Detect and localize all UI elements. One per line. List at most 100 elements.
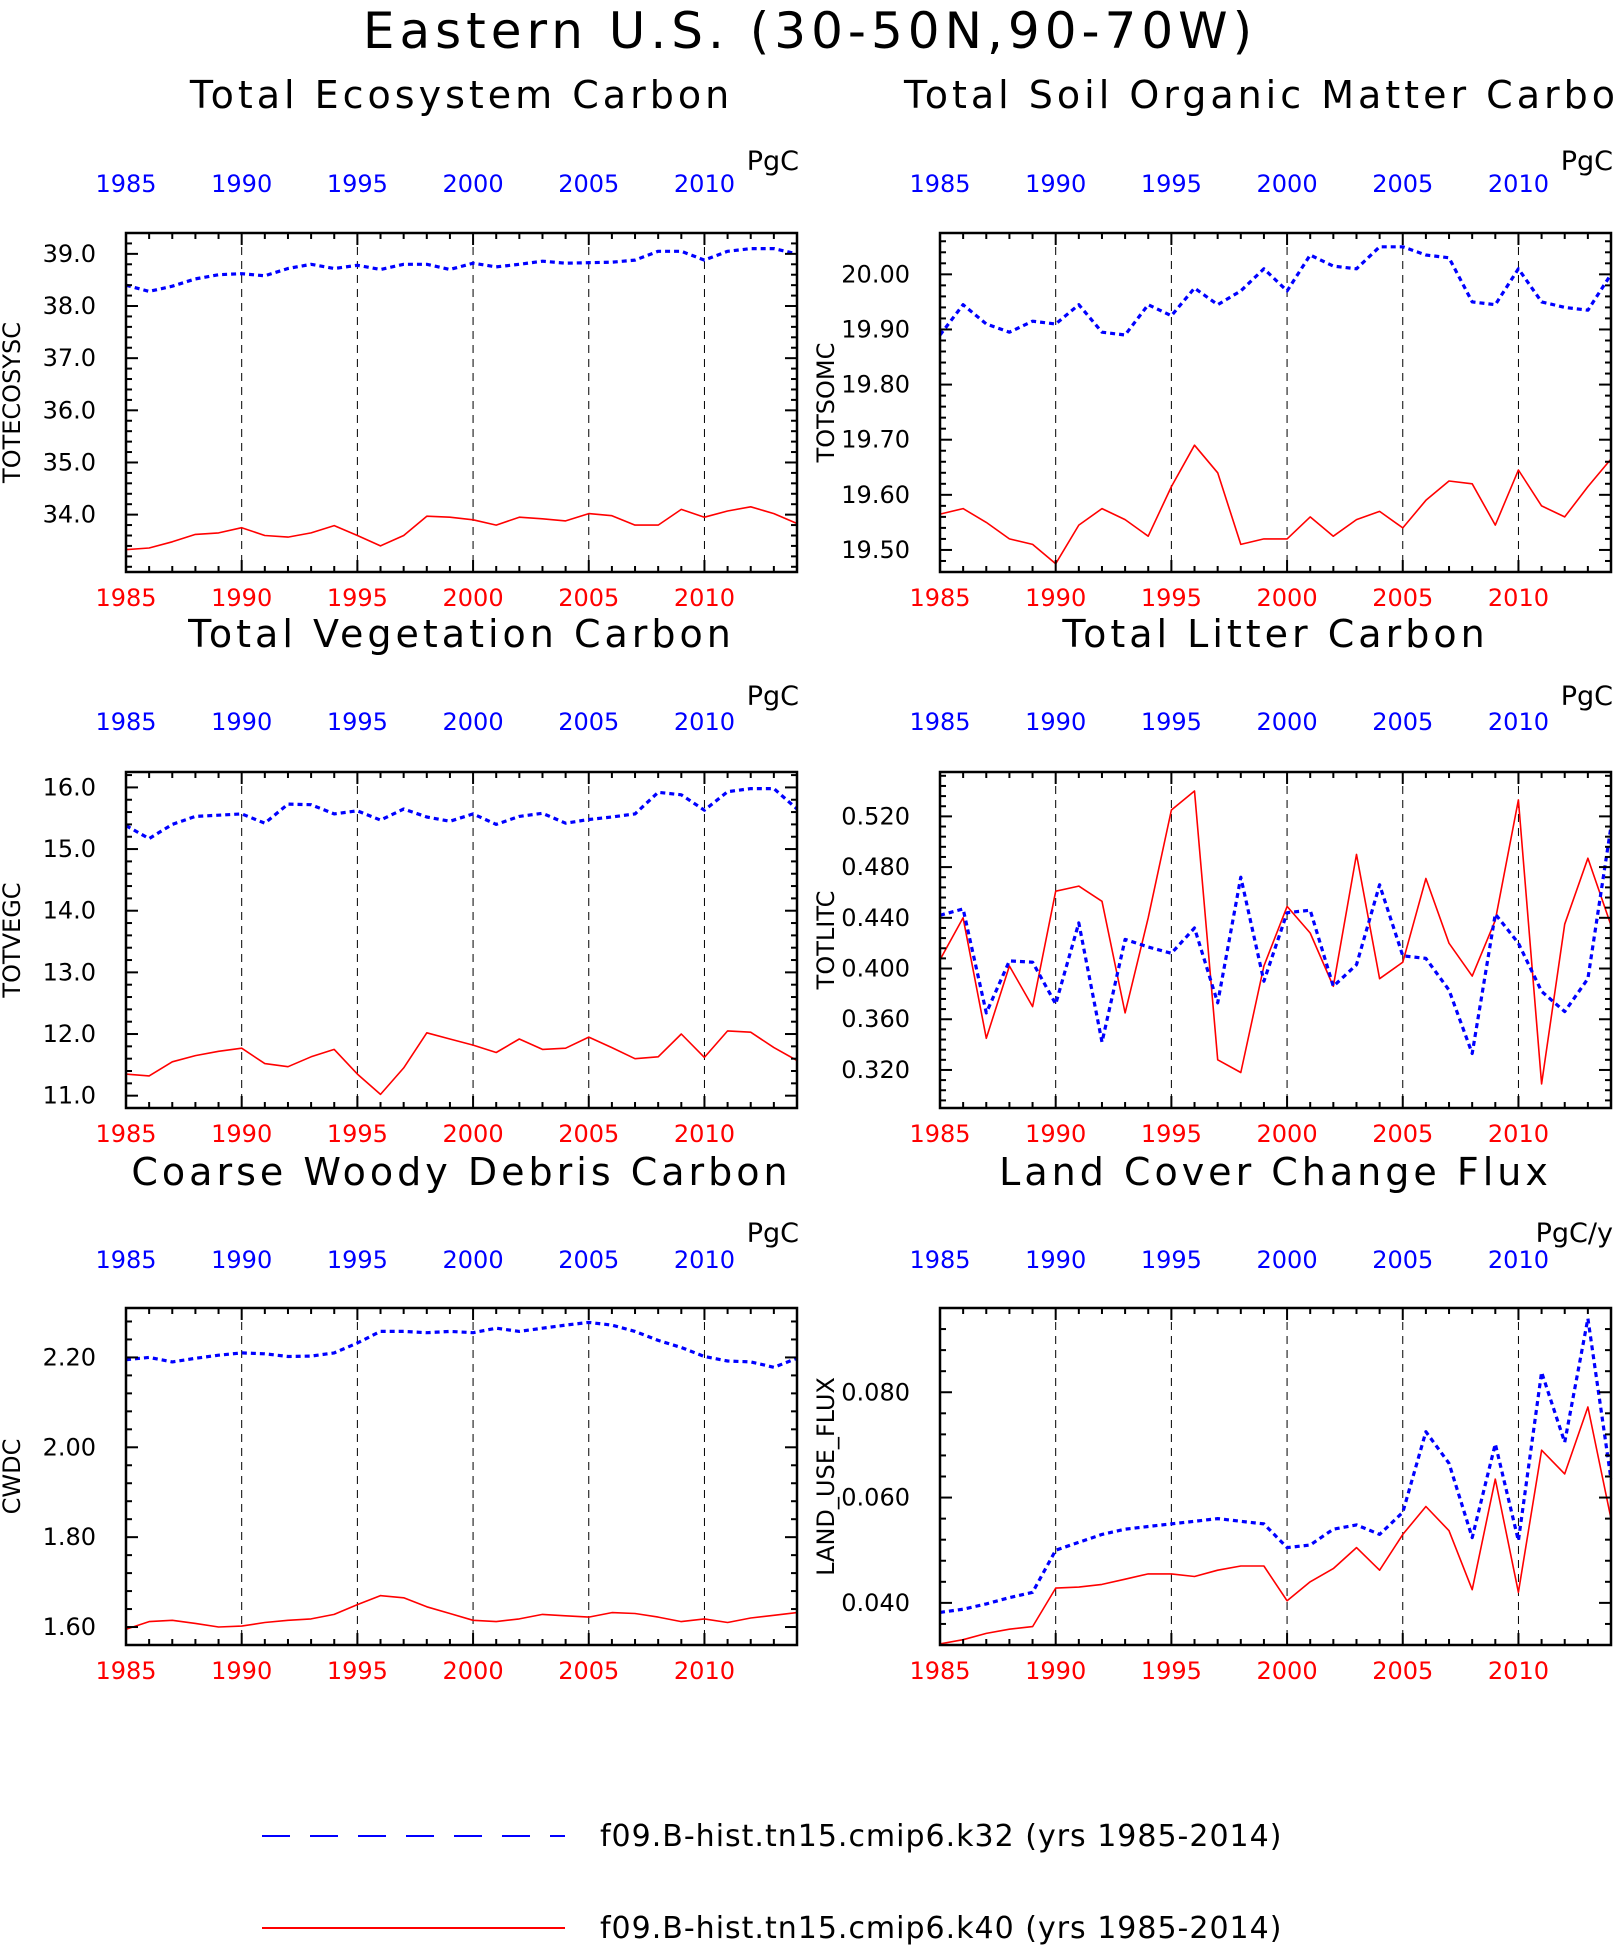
x-tick-label-top: 1985 [95, 170, 156, 198]
y-tick-label: 20.00 [841, 260, 910, 288]
x-tick-label-bottom: 1990 [1025, 1120, 1086, 1148]
y-tick-label: 13.0 [43, 958, 96, 986]
plot-frame [124, 1306, 799, 1647]
panel-2: Total Vegetation Carbon PgC 1985 1985 1990 19… [0, 612, 799, 1148]
panel-0: Total Ecosystem Carbon PgC 1985 1985 1990 199… [0, 73, 799, 612]
series-line-k40 [939, 444, 1612, 565]
x-tick-label-bottom: 2010 [1488, 1657, 1549, 1685]
x-tick-label-top: 2010 [1488, 1246, 1549, 1274]
x-tick-label-top: 2000 [443, 708, 504, 736]
panels-container: Total Ecosystem Carbon PgC 1985 1985 1990 199… [0, 73, 1619, 1685]
legend-label-k32: f09.B-hist.tn15.cmip6.k32 (yrs 1985-2014… [600, 1819, 1282, 1854]
figure-title: Eastern U.S. (30-50N,90-70W) [363, 2, 1257, 60]
y-tick-label: 2.20 [43, 1343, 96, 1371]
panel-4: Coarse Woody Debris Carbon PgC 1985 1985 199… [0, 1150, 799, 1685]
x-tick-label-top: 2010 [1488, 708, 1549, 736]
y-tick-label: 1.60 [43, 1613, 96, 1641]
x-tick-label-bottom: 2005 [1372, 584, 1433, 612]
x-tick-label-top: 2010 [674, 1246, 735, 1274]
x-tick-label-bottom: 2010 [674, 1657, 735, 1685]
x-tick-label-bottom: 1995 [327, 1120, 388, 1148]
units-label: PgC [747, 1218, 799, 1249]
x-tick-label-top: 1985 [909, 1246, 970, 1274]
y-tick-label: 39.0 [43, 240, 96, 268]
units-label: PgC [1561, 146, 1613, 177]
x-tick-label-top: 2005 [558, 1246, 619, 1274]
y-tick-label: 35.0 [43, 448, 96, 476]
x-tick-label-top: 1985 [909, 708, 970, 736]
x-tick-label-top: 2005 [1372, 170, 1433, 198]
x-tick-label-top: 1995 [327, 1246, 388, 1274]
x-tick-label-bottom: 1995 [327, 1657, 388, 1685]
y-axis-label: LAND_USE_FLUX [812, 1377, 840, 1576]
plot-frame [938, 770, 1613, 1110]
y-tick-label: 19.70 [841, 426, 910, 454]
x-tick-label-top: 1985 [95, 1246, 156, 1274]
y-tick-label: 0.360 [841, 1005, 910, 1033]
x-tick-label-top: 2010 [1488, 170, 1549, 198]
plot-frame [124, 231, 799, 574]
x-tick-label-top: 2005 [1372, 1246, 1433, 1274]
x-tick-label-bottom: 1985 [909, 584, 970, 612]
units-label: PgC [747, 681, 799, 712]
x-tick-label-top: 1995 [1141, 708, 1202, 736]
x-tick-label-bottom: 2005 [558, 1657, 619, 1685]
panel-1: Total Soil Organic Matter Carbon PgC 1985 1… [812, 73, 1619, 612]
panel-title: Total Litter Carbon [1061, 612, 1488, 656]
x-tick-label-top: 1995 [1141, 170, 1202, 198]
panel-title: Total Vegetation Carbon [187, 612, 735, 656]
x-tick-label-bottom: 2005 [558, 1120, 619, 1148]
x-tick-label-top: 2005 [1372, 708, 1433, 736]
y-tick-label: 36.0 [43, 396, 96, 424]
x-tick-label-top: 1990 [1025, 1246, 1086, 1274]
series-line-k32 [125, 786, 799, 841]
series-line-k40 [125, 1594, 798, 1631]
series-line-k40 [939, 790, 1612, 1085]
panel-title: Total Ecosystem Carbon [189, 73, 733, 117]
x-tick-label-top: 2000 [1257, 170, 1318, 198]
x-tick-label-top: 1990 [211, 170, 272, 198]
x-tick-label-bottom: 2000 [443, 1657, 504, 1685]
y-tick-label: 0.060 [841, 1484, 910, 1512]
x-tick-label-top: 2000 [443, 170, 504, 198]
panel-5: Land Cover Change Flux PgC/y 1985 1985 1990 1… [812, 1150, 1613, 1685]
x-tick-label-bottom: 1995 [327, 584, 388, 612]
x-tick-label-bottom: 1985 [95, 1120, 156, 1148]
x-tick-label-top: 1985 [95, 708, 156, 736]
legend: f09.B-hist.tn15.cmip6.k32 (yrs 1985-2014… [262, 1819, 1282, 1946]
x-tick-label-bottom: 1985 [95, 1657, 156, 1685]
x-tick-label-top: 2005 [558, 708, 619, 736]
series-line-k32 [938, 245, 1613, 337]
x-tick-label-bottom: 1995 [1141, 1120, 1202, 1148]
x-tick-label-bottom: 2010 [1488, 1120, 1549, 1148]
panel-title: Coarse Woody Debris Carbon [131, 1150, 791, 1194]
series-line-k40 [125, 1030, 798, 1096]
y-tick-label: 1.80 [43, 1523, 96, 1551]
legend-label-k40: f09.B-hist.tn15.cmip6.k40 (yrs 1985-2014… [600, 1911, 1282, 1946]
x-tick-label-bottom: 2000 [443, 1120, 504, 1148]
x-tick-label-bottom: 2000 [1257, 584, 1318, 612]
y-tick-label: 16.0 [43, 773, 96, 801]
units-label: PgC [1561, 681, 1613, 712]
series-line-k32 [939, 826, 1613, 1056]
x-tick-label-top: 1990 [1025, 170, 1086, 198]
x-tick-label-bottom: 2005 [558, 584, 619, 612]
y-axis-label: TOTECOSYSC [0, 322, 26, 484]
x-tick-label-bottom: 2000 [443, 584, 504, 612]
x-tick-label-bottom: 1990 [211, 1657, 272, 1685]
panel-3: Total Litter Carbon PgC 1985 1985 1990 1990 19… [812, 612, 1613, 1148]
y-tick-label: 0.440 [841, 904, 910, 932]
plot-frame [938, 231, 1613, 574]
plot-frame [124, 770, 799, 1110]
x-tick-label-bottom: 1985 [909, 1657, 970, 1685]
x-tick-label-bottom: 2000 [1257, 1120, 1318, 1148]
y-tick-label: 0.080 [841, 1378, 910, 1406]
y-tick-label: 19.50 [841, 536, 910, 564]
x-tick-label-bottom: 1995 [1141, 1657, 1202, 1685]
x-tick-label-top: 1990 [1025, 708, 1086, 736]
x-tick-label-top: 1995 [1141, 1246, 1202, 1274]
x-tick-label-top: 2000 [1257, 708, 1318, 736]
y-tick-label: 34.0 [43, 501, 96, 529]
x-tick-label-bottom: 1990 [211, 584, 272, 612]
